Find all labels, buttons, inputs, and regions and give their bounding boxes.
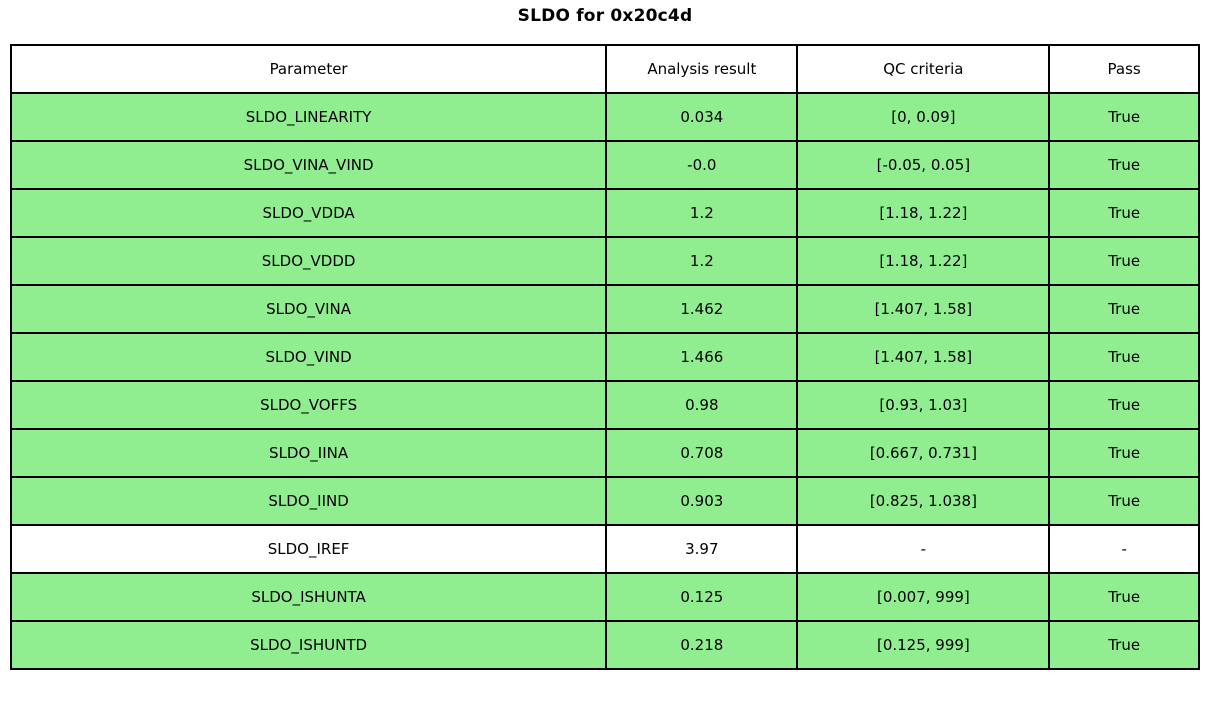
cell-criteria: [1.407, 1.58] — [796, 284, 1051, 334]
cell-result: 0.903 — [605, 476, 799, 526]
cell-pass: True — [1048, 476, 1200, 526]
table-row: SLDO_ISHUNTD 0.218 [0.125, 999] True — [9, 620, 1200, 670]
cell-pass: True — [1048, 380, 1200, 430]
cell-result: -0.0 — [605, 140, 799, 190]
table-row: SLDO_LINEARITY 0.034 [0, 0.09] True — [9, 92, 1200, 142]
cell-result: 0.125 — [605, 572, 799, 622]
cell-pass: True — [1048, 188, 1200, 238]
cell-pass: - — [1048, 524, 1200, 574]
cell-criteria: [1.18, 1.22] — [796, 188, 1051, 238]
cell-parameter: SLDO_VINA — [9, 284, 608, 334]
cell-result: 1.462 — [605, 284, 799, 334]
cell-criteria: [0.667, 0.731] — [796, 428, 1051, 478]
cell-result: 1.2 — [605, 236, 799, 286]
cell-parameter: SLDO_VDDA — [9, 188, 608, 238]
cell-result: 1.2 — [605, 188, 799, 238]
cell-result: 0.218 — [605, 620, 799, 670]
cell-criteria: - — [796, 524, 1051, 574]
cell-pass: True — [1048, 572, 1200, 622]
cell-parameter: SLDO_ISHUNTA — [9, 572, 608, 622]
page-title: SLDO for 0x20c4d — [517, 6, 693, 26]
table-header: Parameter Analysis result QC criteria Pa… — [9, 44, 1200, 94]
column-header-analysis-result: Analysis result — [605, 44, 799, 94]
cell-criteria: [0, 0.09] — [796, 92, 1051, 142]
table-row: SLDO_VINA_VIND -0.0 [-0.05, 0.05] True — [9, 140, 1200, 190]
cell-parameter: SLDO_VINA_VIND — [9, 140, 608, 190]
cell-criteria: [0.825, 1.038] — [796, 476, 1051, 526]
cell-result: 0.98 — [605, 380, 799, 430]
table-row: SLDO_IINA 0.708 [0.667, 0.731] True — [9, 428, 1200, 478]
table-row: SLDO_VOFFS 0.98 [0.93, 1.03] True — [9, 380, 1200, 430]
cell-criteria: [1.407, 1.58] — [796, 332, 1051, 382]
cell-pass: True — [1048, 284, 1200, 334]
table-row: SLDO_VDDA 1.2 [1.18, 1.22] True — [9, 188, 1200, 238]
cell-parameter: SLDO_IREF — [9, 524, 608, 574]
cell-parameter: SLDO_IIND — [9, 476, 608, 526]
column-header-parameter: Parameter — [9, 44, 608, 94]
table-row: SLDO_IREF 3.97- - — [9, 524, 1200, 574]
table-row: SLDO_VDDD 1.2 [1.18, 1.22] True — [9, 236, 1200, 286]
cell-criteria: [0.125, 999] — [796, 620, 1051, 670]
cell-pass: True — [1048, 92, 1200, 142]
cell-criteria: [0.007, 999] — [796, 572, 1051, 622]
cell-pass: True — [1048, 428, 1200, 478]
cell-pass: True — [1048, 140, 1200, 190]
cell-result: 0.034 — [605, 92, 799, 142]
table-body: SLDO_LINEARITY 0.034 [0, 0.09] True SLDO_VIN… — [9, 92, 1200, 670]
cell-result: 0.708 — [605, 428, 799, 478]
cell-criteria: [0.93, 1.03] — [796, 380, 1051, 430]
cell-parameter: SLDO_VDDD — [9, 236, 608, 286]
cell-parameter: SLDO_ISHUNTD — [9, 620, 608, 670]
cell-criteria: [-0.05, 0.05] — [796, 140, 1051, 190]
table-row: SLDO_VINA 1.462 [1.407, 1.58] True — [9, 284, 1200, 334]
cell-parameter: SLDO_VOFFS — [9, 380, 608, 430]
cell-criteria: [1.18, 1.22] — [796, 236, 1051, 286]
column-header-pass: Pass — [1048, 44, 1200, 94]
cell-pass: True — [1048, 236, 1200, 286]
cell-result: 1.466 — [605, 332, 799, 382]
cell-result: 3.97 — [605, 524, 799, 574]
cell-parameter: SLDO_VIND — [9, 332, 608, 382]
cell-parameter: SLDO_LINEARITY — [9, 92, 608, 142]
table-row: SLDO_VIND 1.466 [1.407, 1.58] True — [9, 332, 1200, 382]
cell-pass: True — [1048, 332, 1200, 382]
cell-parameter: SLDO_IINA — [9, 428, 608, 478]
column-header-qc-criteria: QC criteria — [796, 44, 1051, 94]
table-row: SLDO_ISHUNTA 0.125 [0.007, 999] True — [9, 572, 1200, 622]
table-header-row: Parameter Analysis result QC criteria Pa… — [9, 44, 1200, 94]
cell-pass: True — [1048, 620, 1200, 670]
qc-results-table: Parameter Analysis result QC criteria Pa… — [9, 44, 1200, 670]
table-row: SLDO_IIND 0.903 [0.825, 1.038] True — [9, 476, 1200, 526]
